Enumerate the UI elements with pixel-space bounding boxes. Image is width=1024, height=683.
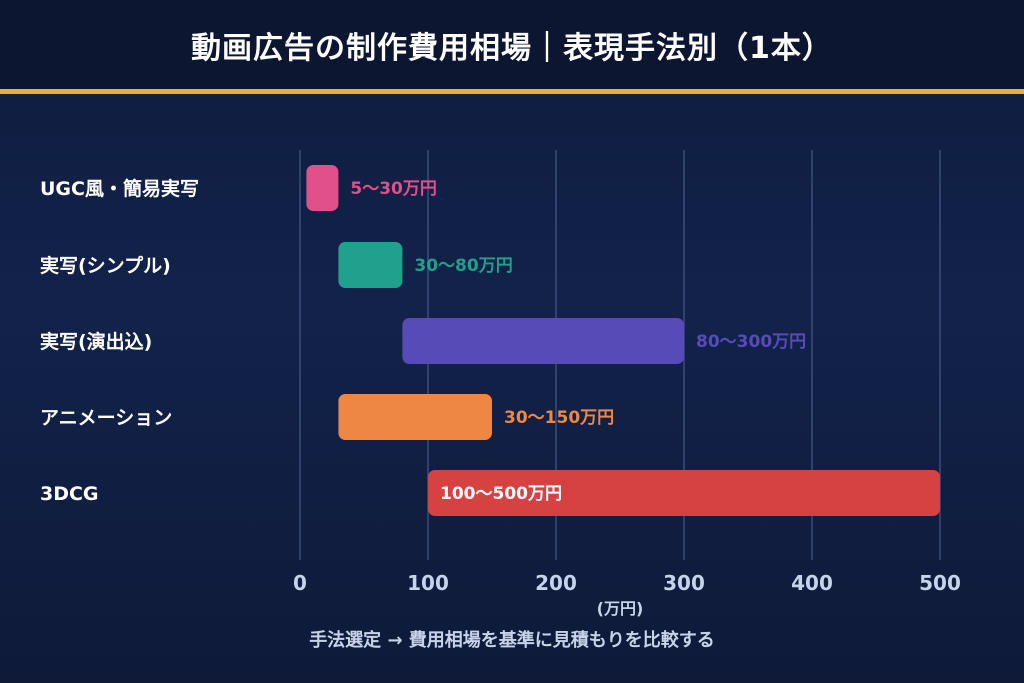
x-tick-label: 300 — [663, 571, 705, 595]
value-label: 30〜80万円 — [414, 256, 512, 276]
x-tick-label: 200 — [535, 571, 577, 595]
value-label: 5〜30万円 — [350, 179, 437, 199]
x-tick-label: 100 — [407, 571, 449, 595]
header-divider — [0, 89, 1024, 94]
category-label: 実写(シンプル) — [40, 254, 171, 277]
value-label: 100〜500万円 — [440, 484, 562, 504]
value-label: 30〜150万円 — [504, 408, 614, 428]
range-bar — [338, 394, 492, 440]
value-label: 80〜300万円 — [696, 332, 806, 352]
range-bar — [338, 242, 403, 288]
category-label: アニメーション — [40, 407, 172, 429]
header: 動画広告の制作費用相場｜表現手法別（1本） — [0, 0, 1024, 90]
range-bar — [402, 318, 684, 364]
x-tick-label: 400 — [791, 571, 833, 595]
x-tick-label: 500 — [919, 571, 961, 595]
x-tick-label: 0 — [293, 571, 307, 595]
range-bar — [306, 165, 339, 211]
category-label: 3DCG — [40, 483, 99, 505]
category-label: 実写(演出込) — [40, 330, 152, 353]
footer-note: 手法選定 → 費用相場を基準に見積もりを比較する — [309, 630, 715, 651]
page-title: 動画広告の制作費用相場｜表現手法別（1本） — [191, 31, 833, 66]
category-label: UGC風・簡易実写 — [40, 177, 199, 200]
range-bar — [428, 470, 940, 516]
x-axis-label: (万円) — [597, 599, 644, 618]
